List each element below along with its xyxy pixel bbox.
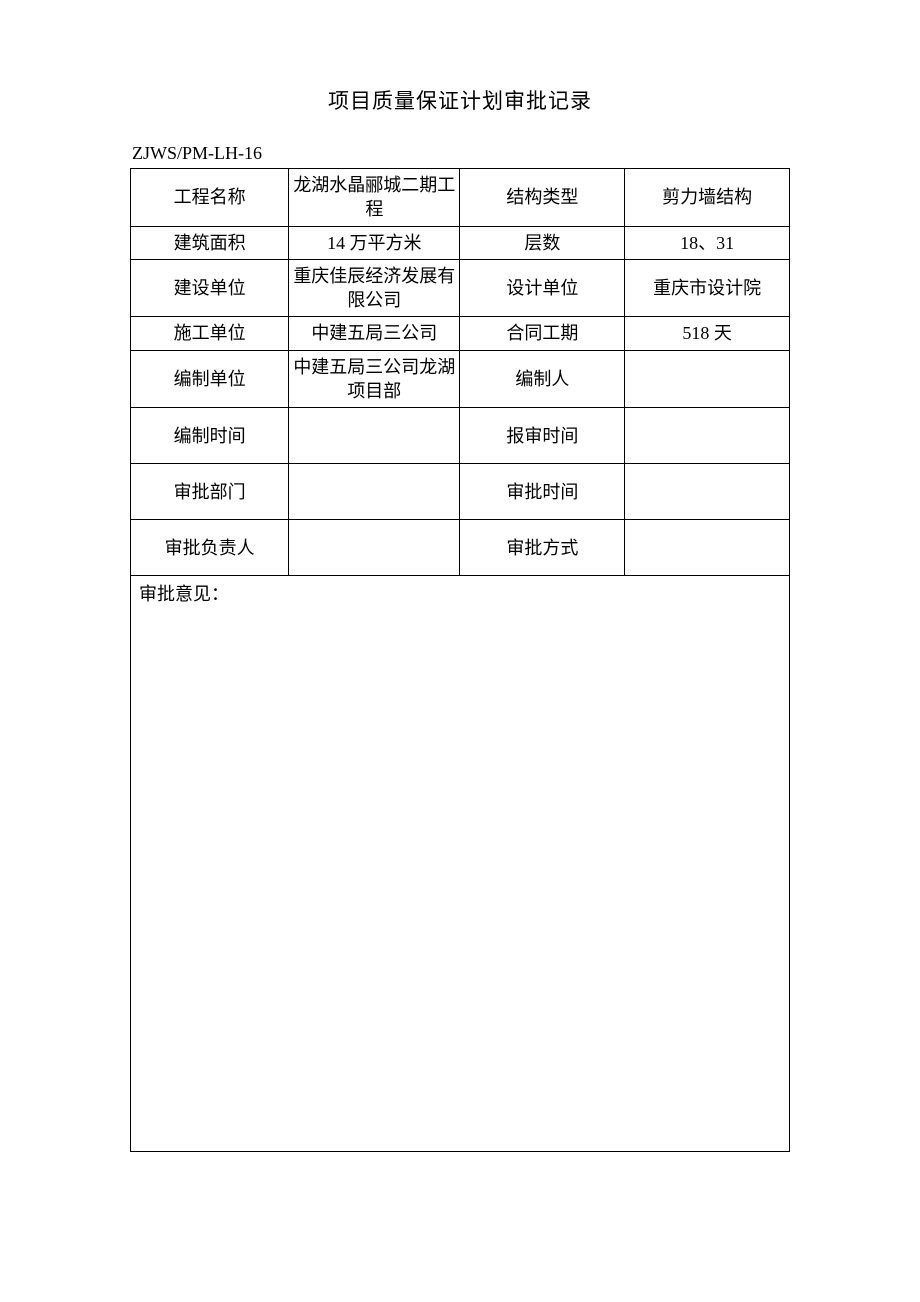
value-cell: 龙湖水晶郦城二期工程 xyxy=(289,169,460,227)
value-cell xyxy=(625,464,790,520)
table-row: 施工单位 中建五局三公司 合同工期 518 天 xyxy=(131,317,790,350)
label-cell: 层数 xyxy=(460,226,625,259)
label-cell: 审批部门 xyxy=(131,464,289,520)
label-cell: 建设单位 xyxy=(131,259,289,317)
value-cell: 518 天 xyxy=(625,317,790,350)
label-cell: 编制时间 xyxy=(131,408,289,464)
table-body: 工程名称 龙湖水晶郦城二期工程 结构类型 剪力墙结构 建筑面积 14 万平方米 … xyxy=(131,169,790,1152)
label-cell: 工程名称 xyxy=(131,169,289,227)
value-cell: 14 万平方米 xyxy=(289,226,460,259)
value-cell: 剪力墙结构 xyxy=(625,169,790,227)
table-row: 审批部门 审批时间 xyxy=(131,464,790,520)
value-cell xyxy=(289,520,460,576)
value-cell: 重庆佳辰经济发展有限公司 xyxy=(289,259,460,317)
comments-row: 审批意见： xyxy=(131,576,790,1152)
label-cell: 结构类型 xyxy=(460,169,625,227)
label-cell: 编制人 xyxy=(460,350,625,408)
label-cell: 合同工期 xyxy=(460,317,625,350)
page-title: 项目质量保证计划审批记录 xyxy=(130,85,790,115)
table-row: 编制时间 报审时间 xyxy=(131,408,790,464)
value-cell: 中建五局三公司龙湖项目部 xyxy=(289,350,460,408)
label-cell: 报审时间 xyxy=(460,408,625,464)
page: 项目质量保证计划审批记录 ZJWS/PM-LH-16 工程名称 龙湖水晶郦城二期… xyxy=(0,0,920,1302)
value-cell: 18、31 xyxy=(625,226,790,259)
comments-cell: 审批意见： xyxy=(131,576,790,1152)
table-row: 建设单位 重庆佳辰经济发展有限公司 设计单位 重庆市设计院 xyxy=(131,259,790,317)
value-cell xyxy=(625,408,790,464)
table-row: 审批负责人 审批方式 xyxy=(131,520,790,576)
value-cell: 中建五局三公司 xyxy=(289,317,460,350)
approval-table: 工程名称 龙湖水晶郦城二期工程 结构类型 剪力墙结构 建筑面积 14 万平方米 … xyxy=(130,168,790,1152)
table-row: 工程名称 龙湖水晶郦城二期工程 结构类型 剪力墙结构 xyxy=(131,169,790,227)
label-cell: 编制单位 xyxy=(131,350,289,408)
value-cell xyxy=(625,520,790,576)
label-cell: 设计单位 xyxy=(460,259,625,317)
label-cell: 施工单位 xyxy=(131,317,289,350)
value-cell: 重庆市设计院 xyxy=(625,259,790,317)
table-row: 建筑面积 14 万平方米 层数 18、31 xyxy=(131,226,790,259)
value-cell xyxy=(289,464,460,520)
value-cell xyxy=(625,350,790,408)
table-row: 编制单位 中建五局三公司龙湖项目部 编制人 xyxy=(131,350,790,408)
value-cell xyxy=(289,408,460,464)
label-cell: 审批负责人 xyxy=(131,520,289,576)
label-cell: 建筑面积 xyxy=(131,226,289,259)
document-code: ZJWS/PM-LH-16 xyxy=(132,143,790,164)
label-cell: 审批方式 xyxy=(460,520,625,576)
label-cell: 审批时间 xyxy=(460,464,625,520)
